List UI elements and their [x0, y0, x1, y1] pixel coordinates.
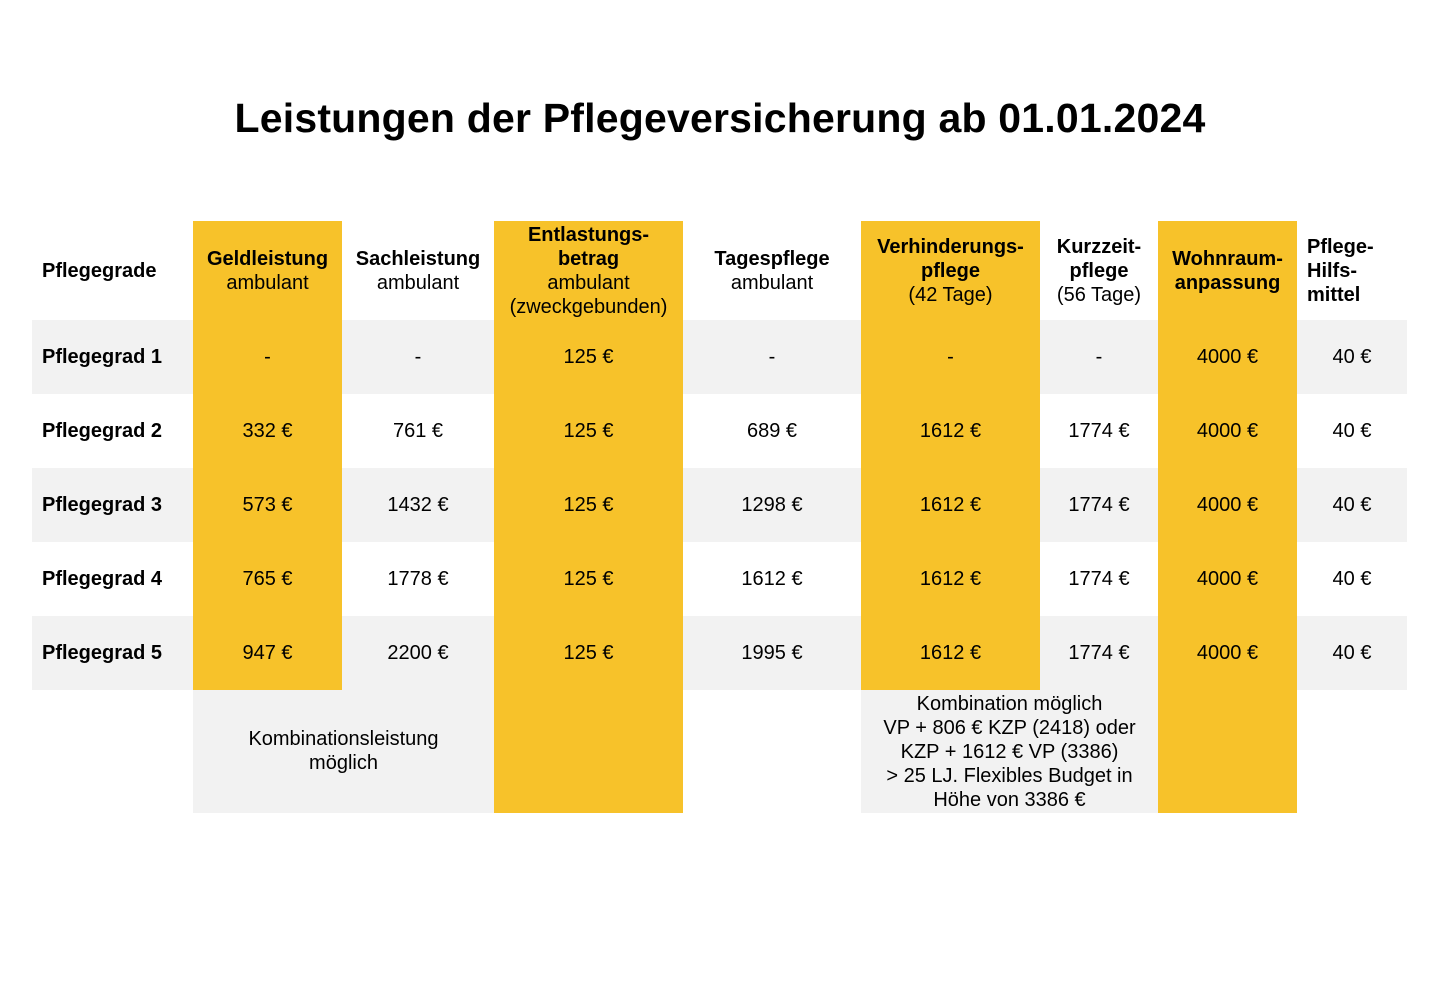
row-label: Pflegegrad 4: [42, 568, 163, 590]
note-line: Höhe von 3386 €: [933, 788, 1086, 811]
header-verhinderung: Verhinderungs-pflege (42 Tage): [861, 221, 1040, 320]
table-cell: 2200 €: [387, 642, 449, 664]
table-cell: 4000 €: [1158, 468, 1297, 542]
header-tages-line: Tagespflege: [714, 247, 830, 270]
note-line: KZP + 1612 € VP (3386): [900, 740, 1119, 763]
note-line: möglich: [309, 751, 378, 774]
table-cell: 332 €: [193, 394, 342, 468]
table-cell: 125 €: [494, 394, 683, 468]
table-cell: 40 €: [1332, 568, 1372, 590]
header-kurzzeit-line: pflege: [1069, 259, 1129, 282]
table-cell: 40 €: [1332, 420, 1372, 442]
table-cell: 1612 €: [861, 616, 1040, 690]
header-tages: Tagespflege ambulant: [683, 221, 861, 320]
table-cell: 4000 €: [1158, 542, 1297, 616]
note-entlastung-fill: [494, 690, 683, 813]
header-wohnraum-line: Wohnraum-: [1172, 247, 1283, 270]
header-verhinderung-line: (42 Tage): [908, 283, 993, 306]
table-cell: 765 €: [193, 542, 342, 616]
header-entlastung: Entlastungs-betrag ambulant (zweckgebunden…: [494, 221, 683, 320]
table-cell: 125 €: [494, 320, 683, 394]
header-sach: Sachleistung ambulant: [342, 221, 494, 320]
note-kombination: Kombination möglich VP + 806 € KZP (2418)…: [861, 690, 1158, 813]
table-cell: 1298 €: [741, 494, 803, 516]
header-entlastung-line: betrag: [557, 247, 620, 270]
table-cell: 1612 €: [861, 394, 1040, 468]
table-cell: -: [768, 346, 776, 368]
header-tages-line: ambulant: [730, 271, 814, 294]
table-cell: 40 €: [1332, 642, 1372, 664]
table-cell: 125 €: [494, 616, 683, 690]
note-wohnraum-fill: [1158, 690, 1297, 813]
table-cell: 1612 €: [861, 468, 1040, 542]
header-entlastung-line: (zweckgebunden): [509, 295, 668, 318]
table-cell: 125 €: [494, 468, 683, 542]
header-wohnraum-line: anpassung: [1174, 271, 1281, 294]
row-label: Pflegegrad 5: [42, 642, 163, 664]
table-cell: 40 €: [1332, 494, 1372, 516]
header-geld-line: Geldleistung: [206, 247, 329, 270]
header-entlastung-line: ambulant: [547, 271, 630, 294]
row-label: Pflegegrad 2: [42, 420, 163, 442]
header-hilfsmittel-line: Hilfs-: [1307, 259, 1357, 282]
row-label: Pflegegrad 1: [42, 346, 163, 368]
table-cell: 40 €: [1332, 346, 1372, 368]
note-line: Kombination möglich: [916, 692, 1103, 715]
table-cell: 1774 €: [1068, 494, 1130, 516]
header-wohnraum: Wohnraum-anpassung: [1158, 221, 1297, 320]
note-line: Kombinationsleistung: [248, 727, 439, 750]
header-hilfsmittel-line: Pflege-: [1307, 235, 1374, 258]
table-cell: 573 €: [193, 468, 342, 542]
table-cell: -: [414, 346, 422, 368]
table-cell: 1612 €: [741, 568, 803, 590]
table-cell: 4000 €: [1158, 616, 1297, 690]
header-kurzzeit-line: (56 Tage): [1056, 283, 1142, 306]
table-cell: 4000 €: [1158, 320, 1297, 394]
table-cell: 4000 €: [1158, 394, 1297, 468]
table-cell: 1995 €: [741, 642, 803, 664]
table-cell: 1774 €: [1068, 420, 1130, 442]
header-verhinderung-line: Verhinderungs-: [877, 235, 1024, 258]
table-cell: -: [193, 320, 342, 394]
header-sach-line: Sachleistung: [355, 247, 481, 270]
table-cell: 689 €: [746, 420, 798, 442]
row-label: Pflegegrad 3: [42, 494, 163, 516]
table-cell: 1432 €: [387, 494, 449, 516]
table-cell: 947 €: [193, 616, 342, 690]
header-hilfsmittel: Pflege- Hilfs-mittel: [1297, 221, 1407, 320]
table-cell: 1778 €: [387, 568, 449, 590]
header-hilfsmittel-line: mittel: [1307, 283, 1361, 306]
header-geld-line: ambulant: [226, 271, 309, 294]
header-kurzzeit: Kurzzeit-pflege (56 Tage): [1040, 221, 1158, 320]
table-cell: -: [1095, 346, 1103, 368]
header-label: Pflegegrade: [42, 259, 157, 282]
note-line: VP + 806 € KZP (2418) oder: [883, 716, 1136, 739]
header-geld: Geldleistung ambulant: [193, 221, 342, 320]
table-cell: 1612 €: [861, 542, 1040, 616]
header-sach-line: ambulant: [376, 271, 460, 294]
table-cell: 761 €: [392, 420, 444, 442]
header-pflegegrade: Pflegegrade: [32, 221, 193, 320]
header-kurzzeit-line: Kurzzeit-: [1056, 235, 1142, 258]
note-kombinationsleistung: Kombinationsleistung möglich: [193, 690, 494, 813]
table-cell: -: [861, 320, 1040, 394]
header-entlastung-line: Entlastungs-: [527, 223, 650, 246]
note-line: > 25 LJ. Flexibles Budget in: [886, 764, 1133, 787]
page-title: Leistungen der Pflegeversicherung ab 01.…: [234, 95, 1206, 141]
table-cell: 1774 €: [1068, 568, 1130, 590]
table-cell: 1774 €: [1068, 642, 1130, 664]
table-cell: 125 €: [494, 542, 683, 616]
header-verhinderung-line: pflege: [921, 259, 980, 282]
